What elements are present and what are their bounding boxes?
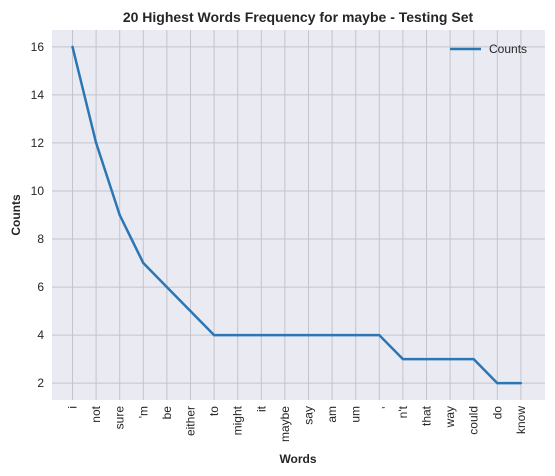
x-tick-label: it	[254, 405, 268, 412]
y-tick-label: 14	[31, 88, 45, 102]
legend: Counts	[450, 42, 527, 56]
x-tick-label: um	[349, 406, 363, 423]
y-tick-labels: 2 4 6 8 10 12 14 16	[31, 40, 45, 390]
x-tick-label: maybe	[278, 406, 292, 442]
chart-title: 20 Highest Words Frequency for maybe - T…	[123, 9, 474, 25]
series-line-counts	[71, 46, 521, 385]
x-tick-label: do	[490, 406, 504, 420]
y-tick-label: 2	[37, 376, 44, 390]
data-point	[118, 213, 121, 217]
data-point	[378, 333, 381, 337]
x-tick-label: ,	[372, 406, 386, 409]
legend-label: Counts	[489, 42, 527, 56]
data-point	[165, 285, 169, 289]
data-point	[330, 333, 334, 337]
x-tick-label: sure	[113, 406, 127, 430]
y-tick-label: 10	[31, 184, 45, 198]
x-tick-label: n't	[396, 405, 410, 418]
x-tick-labels: i not sure 'm be either to might it maybe say am um,…	[66, 405, 528, 442]
data-point	[448, 357, 452, 361]
x-axis-label: Words	[279, 452, 316, 466]
data-point	[472, 357, 475, 361]
x-tick-label: be	[160, 406, 174, 420]
x-tick-label: am	[325, 406, 339, 423]
x-tick-label: way	[443, 406, 457, 428]
y-tick-label: 16	[31, 40, 45, 54]
x-tick-label: i	[66, 406, 80, 409]
data-point	[307, 333, 310, 337]
line-layer	[71, 45, 523, 385]
x-tick-label: to	[207, 406, 221, 416]
grid	[52, 30, 545, 400]
plot-background	[52, 30, 545, 400]
data-point	[425, 357, 428, 361]
data-point	[519, 381, 523, 385]
x-tick-label: not	[89, 405, 103, 422]
y-tick-label: 12	[31, 136, 45, 150]
data-point	[496, 381, 499, 385]
x-tick-label: either	[184, 406, 198, 436]
y-tick-label: 8	[37, 232, 44, 246]
y-tick-label: 4	[37, 328, 44, 342]
data-point	[94, 141, 98, 145]
data-point	[236, 333, 239, 337]
data-point	[283, 333, 287, 337]
x-tick-label: that	[420, 405, 434, 426]
y-axis-label: Counts	[9, 194, 23, 236]
x-tick-label: know	[514, 406, 528, 434]
data-point	[212, 333, 216, 337]
x-tick-label: say	[302, 406, 316, 425]
data-point	[189, 309, 192, 313]
data-point	[71, 45, 74, 49]
x-tick-label: 'm	[136, 406, 150, 418]
x-tick-label: could	[467, 406, 481, 435]
data-point	[142, 261, 145, 265]
data-point	[401, 357, 405, 361]
data-point	[354, 333, 357, 337]
y-tick-label: 6	[37, 280, 44, 294]
x-tick-label: might	[231, 405, 245, 435]
data-point	[260, 333, 263, 337]
